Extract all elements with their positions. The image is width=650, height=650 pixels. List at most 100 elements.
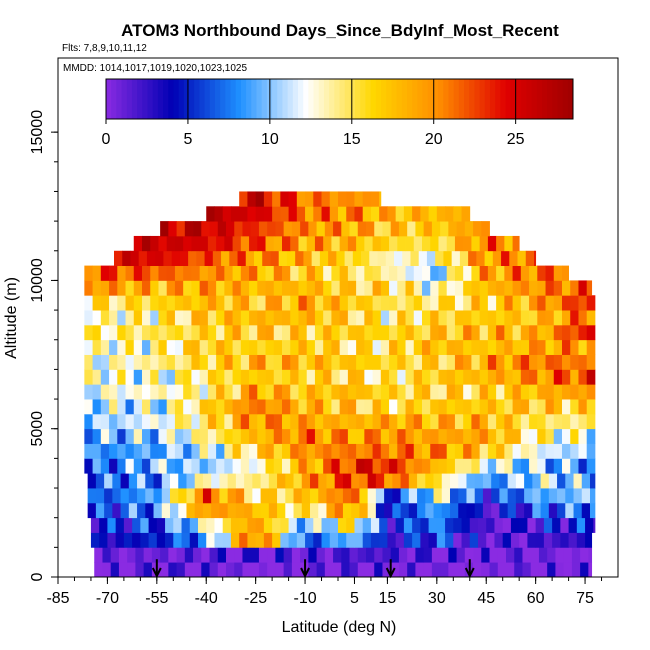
- heatmap-cell: [191, 235, 201, 252]
- heatmap-cell: [226, 562, 235, 578]
- heatmap-cell: [168, 221, 177, 237]
- heatmap-cell: [207, 443, 217, 459]
- heatmap-cell: [545, 443, 555, 459]
- heatmap-cell: [133, 265, 143, 281]
- heatmap-cell: [150, 443, 159, 459]
- heatmap-cell: [199, 310, 209, 326]
- heatmap-cell: [471, 399, 481, 415]
- heatmap-cell: [389, 235, 398, 252]
- heatmap-cell: [422, 458, 431, 474]
- heatmap-cell: [174, 413, 184, 430]
- heatmap-cell: [459, 250, 469, 266]
- heatmap-cell: [557, 488, 566, 504]
- heatmap-cell: [224, 458, 233, 474]
- heatmap-cell: [489, 547, 499, 563]
- heatmap-cell: [487, 384, 497, 400]
- heatmap-cell: [347, 324, 357, 341]
- heatmap-cell: [578, 443, 588, 459]
- heatmap-cell: [201, 562, 210, 578]
- heatmap-cell: [543, 532, 553, 548]
- heatmap-cell: [389, 458, 398, 474]
- heatmap-cell: [150, 369, 159, 385]
- heatmap-cell: [370, 206, 380, 222]
- heatmap-cell: [282, 443, 291, 459]
- heatmap-cell: [191, 295, 201, 311]
- heatmap-cell: [563, 547, 573, 563]
- heatmap-cell: [504, 265, 513, 281]
- heatmap-cell: [107, 517, 117, 533]
- heatmap-cell: [331, 369, 341, 385]
- heatmap-cell: [529, 369, 538, 385]
- heatmap-cell: [405, 354, 415, 370]
- heatmap-cell: [413, 443, 423, 459]
- heatmap-cell: [323, 428, 332, 444]
- heatmap-cell: [474, 488, 484, 504]
- heatmap-cell: [100, 324, 110, 341]
- heatmap-cell: [422, 310, 431, 326]
- heatmap-cell: [207, 399, 217, 415]
- heatmap-cell: [291, 562, 301, 578]
- heatmap-cell: [191, 354, 201, 370]
- heatmap-cell: [183, 354, 192, 370]
- heatmap-cell: [496, 324, 505, 341]
- heatmap-cell: [226, 547, 235, 563]
- heatmap-cell: [239, 191, 248, 207]
- heatmap-cell: [428, 206, 438, 222]
- colorbar-segment: [349, 79, 356, 119]
- heatmap-cell: [153, 502, 163, 519]
- heatmap-cell: [504, 354, 513, 370]
- heatmap-cell: [512, 339, 522, 355]
- heatmap-cell: [415, 562, 425, 578]
- heatmap-cell: [446, 339, 456, 355]
- heatmap-cell: [370, 517, 380, 533]
- heatmap-cell: [110, 547, 120, 563]
- heatmap-cell: [92, 413, 102, 430]
- colorbar-segment: [163, 79, 169, 119]
- heatmap-cell: [570, 428, 579, 444]
- heatmap-cell: [174, 295, 184, 311]
- heatmap-cell: [487, 369, 497, 385]
- heatmap-cell: [446, 265, 456, 281]
- heatmap-cell: [507, 502, 517, 519]
- heatmap-cell: [585, 532, 593, 548]
- heatmap-cell: [527, 532, 537, 548]
- heatmap-cell: [183, 324, 192, 341]
- heatmap-cell: [184, 562, 194, 578]
- heatmap-cell: [451, 250, 461, 266]
- heatmap-cell: [456, 562, 466, 578]
- heatmap-cell: [380, 324, 390, 341]
- heatmap-cell: [306, 295, 316, 311]
- heatmap-cell: [95, 502, 105, 519]
- heatmap-cell: [249, 458, 258, 474]
- heatmap-cell: [265, 413, 275, 430]
- heatmap-cell: [405, 443, 415, 459]
- heatmap-cell: [206, 532, 215, 548]
- heatmap-cell: [117, 339, 126, 355]
- heatmap-cell: [362, 206, 372, 222]
- heatmap-cell: [491, 473, 500, 489]
- heatmap-cell: [461, 206, 471, 222]
- heatmap-cell: [374, 221, 383, 237]
- heatmap-cell: [314, 443, 324, 459]
- heatmap-cell: [479, 384, 489, 400]
- heatmap-cell: [443, 250, 453, 266]
- heatmap-cell: [413, 399, 423, 415]
- heatmap-cell: [453, 206, 462, 222]
- colorbar-segment: [505, 79, 512, 119]
- heatmap-cell: [120, 488, 130, 504]
- heatmap-cell: [158, 458, 168, 474]
- heatmap-cell: [339, 443, 349, 459]
- heatmap-cell: [308, 562, 317, 578]
- heatmap-cell: [446, 384, 456, 400]
- heatmap-cell: [323, 280, 332, 296]
- heatmap-cell: [454, 399, 464, 415]
- heatmap-cell: [166, 428, 176, 444]
- heatmap-cell: [99, 517, 108, 533]
- heatmap-cell: [250, 547, 260, 563]
- heatmap-cell: [310, 473, 319, 489]
- heatmap-cell: [586, 339, 596, 355]
- heatmap-cell: [107, 532, 117, 548]
- heatmap-cell: [270, 250, 280, 266]
- heatmap-cell: [204, 250, 214, 266]
- colorbar-segment: [152, 79, 159, 119]
